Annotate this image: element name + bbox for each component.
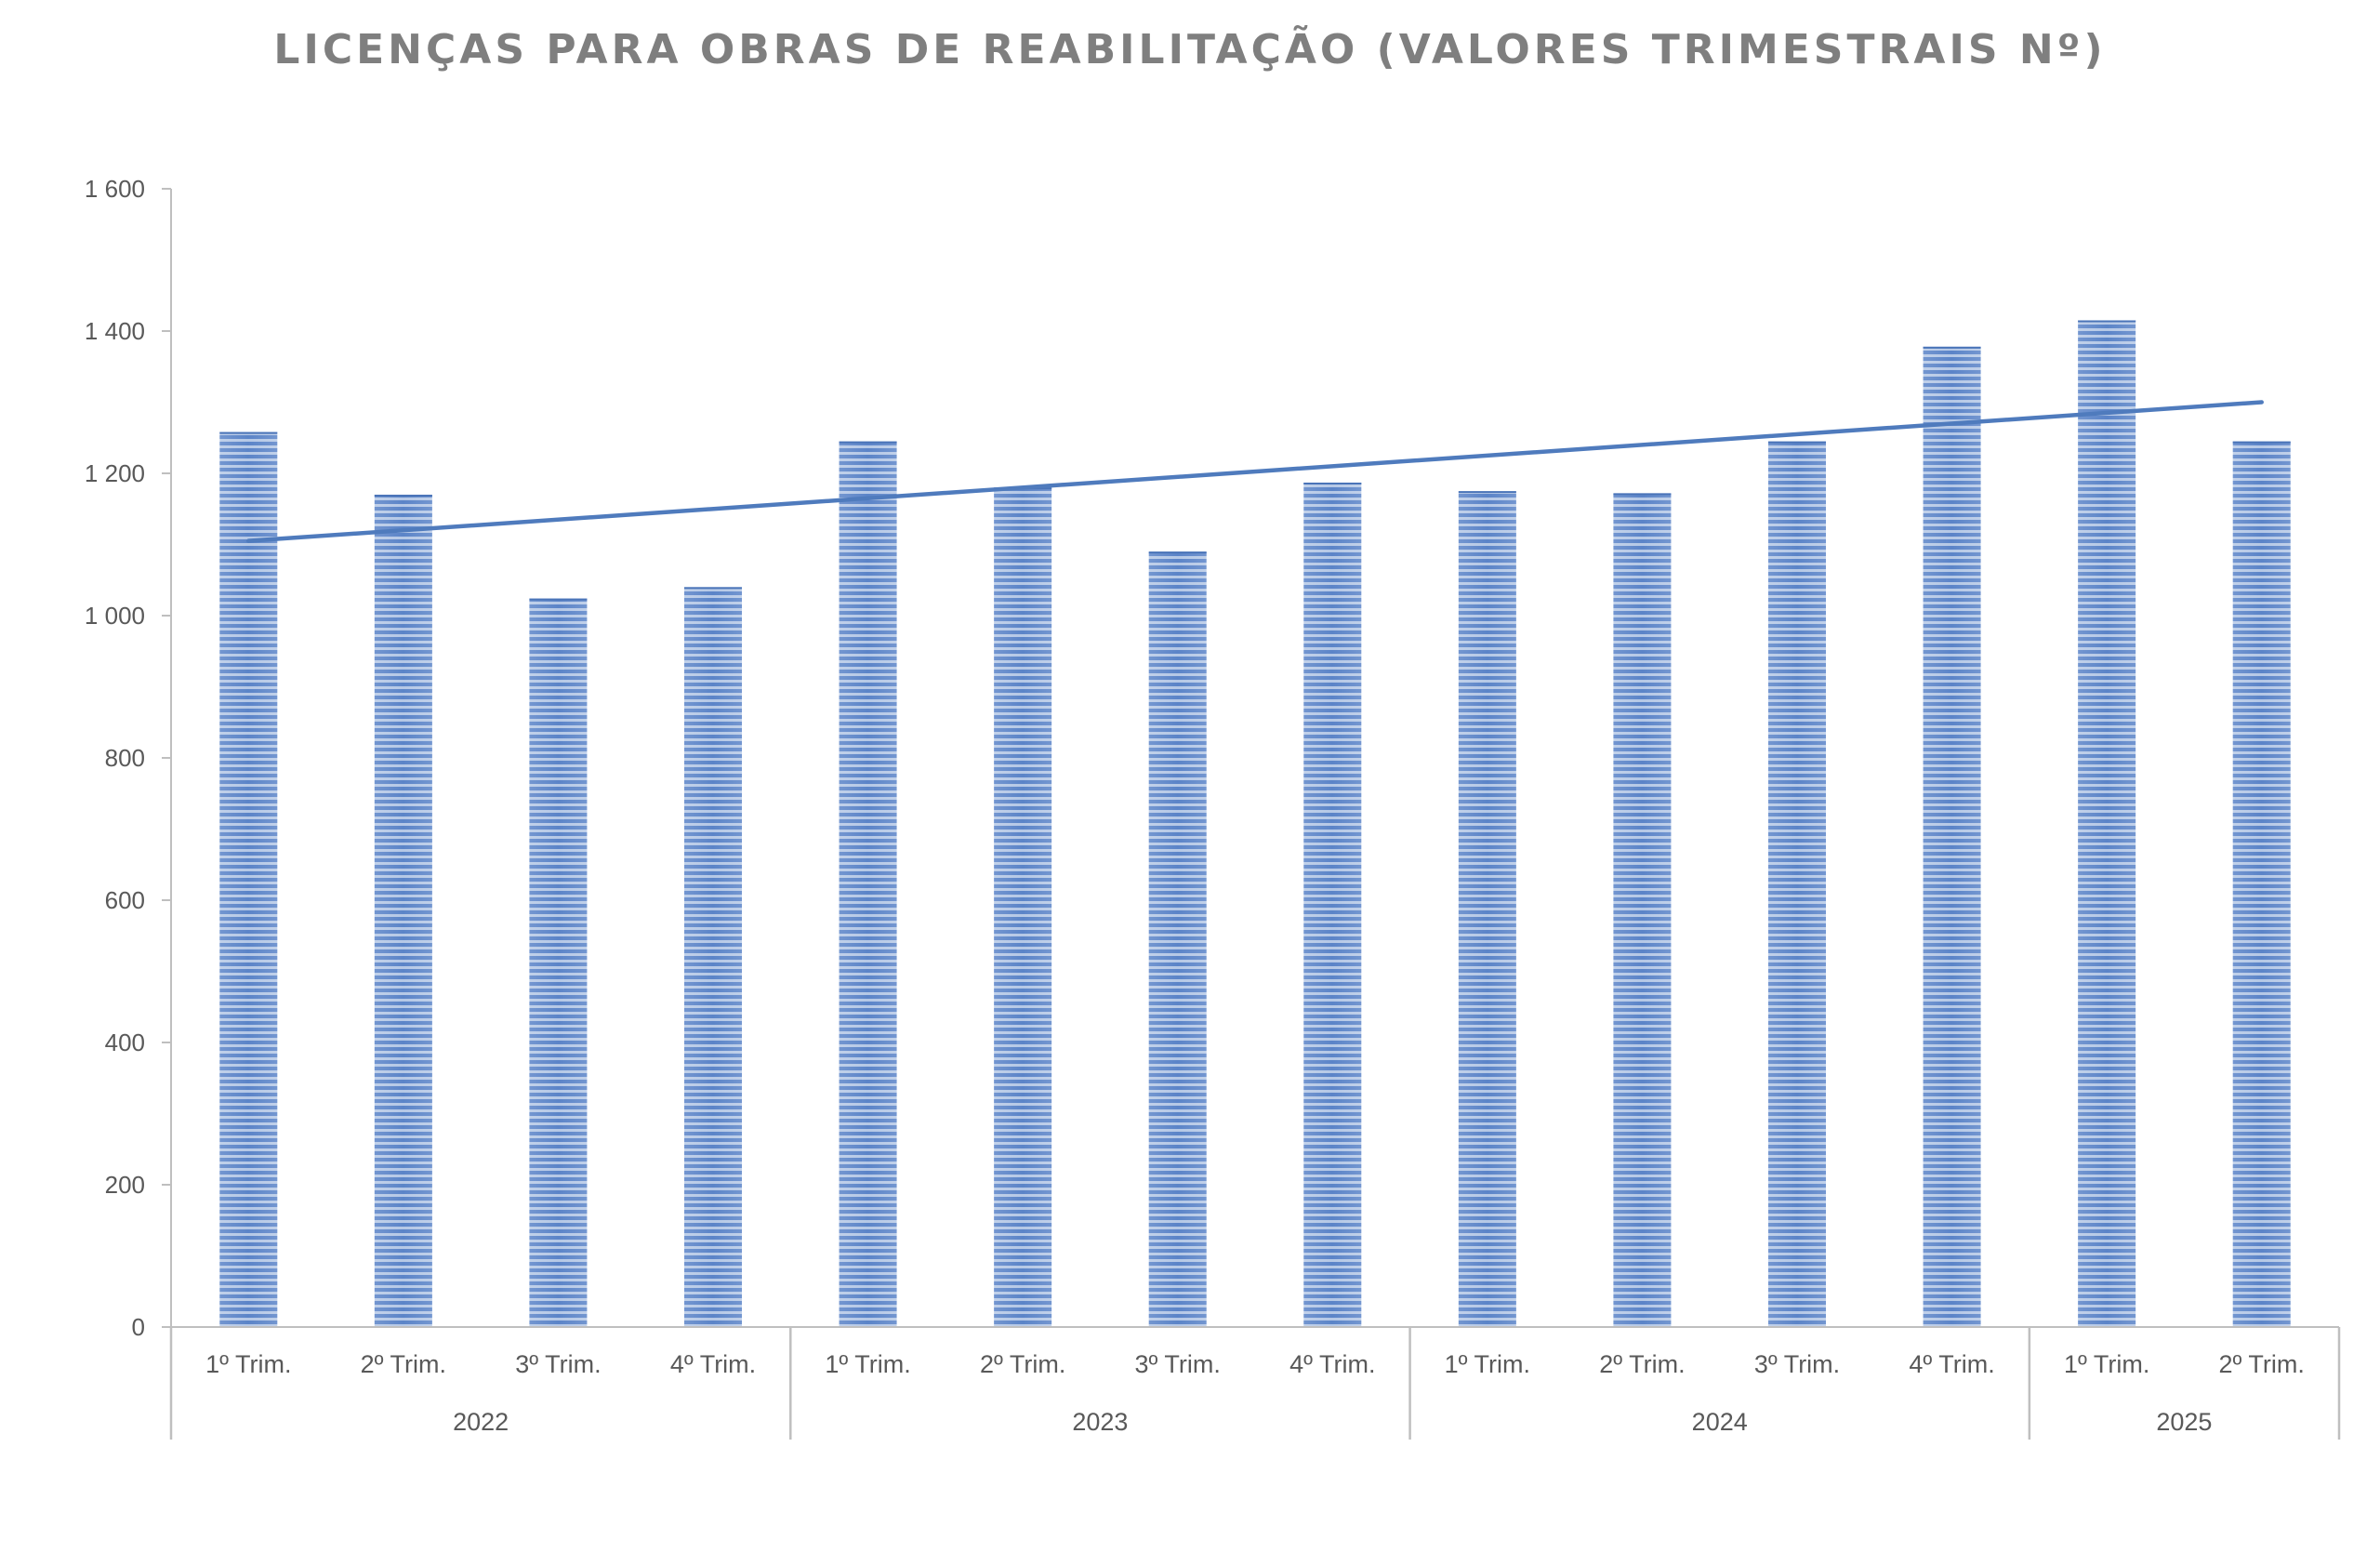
bar bbox=[1768, 441, 1826, 1327]
bar-shade bbox=[529, 598, 588, 1327]
y-tick-label: 600 bbox=[105, 886, 145, 914]
x-tick-label: 1º Trim. bbox=[825, 1350, 910, 1378]
bar-shade bbox=[1923, 346, 1981, 1328]
y-tick-label: 1 400 bbox=[85, 317, 145, 345]
bar bbox=[1923, 346, 1981, 1328]
y-tick-label: 1 200 bbox=[85, 459, 145, 487]
bar bbox=[529, 598, 588, 1327]
bar-shade bbox=[1613, 493, 1672, 1327]
bar-shade bbox=[1303, 482, 1362, 1327]
x-tick-label: 3º Trim. bbox=[1135, 1350, 1221, 1378]
bar bbox=[374, 494, 432, 1327]
y-tick-label: 0 bbox=[132, 1313, 145, 1341]
x-tick-label: 4º Trim. bbox=[670, 1350, 756, 1378]
bar-shade bbox=[374, 494, 432, 1327]
bar-shade bbox=[1768, 441, 1826, 1327]
x-tick-label: 4º Trim. bbox=[1909, 1350, 1994, 1378]
bar bbox=[684, 587, 742, 1327]
bar-shade bbox=[1148, 551, 1207, 1327]
x-group-label: 2025 bbox=[2156, 1408, 2212, 1436]
x-tick-label: 2º Trim. bbox=[1599, 1350, 1685, 1378]
bar-shade bbox=[1458, 491, 1516, 1327]
y-tick-label: 200 bbox=[105, 1171, 145, 1199]
bar-series bbox=[219, 320, 2291, 1328]
x-tick-label: 2º Trim. bbox=[361, 1350, 446, 1378]
bar bbox=[2232, 441, 2291, 1327]
x-axis: 1º Trim. 2º Trim. 3º Trim. 4º Trim. 1º Trim.… bbox=[169, 1326, 2341, 1440]
x-tick-label: 3º Trim. bbox=[1754, 1350, 1840, 1378]
bar-shade bbox=[994, 487, 1052, 1327]
chart-title: LICENÇAS PARA OBRAS DE REABILITAÇÃO (VAL… bbox=[273, 26, 2107, 73]
bar bbox=[2078, 320, 2136, 1327]
x-tick-label: 1º Trim. bbox=[2064, 1350, 2149, 1378]
trendline-line bbox=[246, 400, 2264, 543]
x-group-label: 2024 bbox=[1692, 1408, 1748, 1436]
bar-shade bbox=[839, 441, 897, 1327]
x-tick-label: 2º Trim. bbox=[980, 1350, 1065, 1378]
bar bbox=[839, 441, 897, 1327]
y-tick-label: 1 600 bbox=[85, 175, 145, 203]
y-tick-label: 400 bbox=[105, 1029, 145, 1056]
bar bbox=[1458, 491, 1516, 1327]
bar-shade bbox=[684, 587, 742, 1327]
x-tick-label: 1º Trim. bbox=[1445, 1350, 1530, 1378]
bar bbox=[994, 487, 1052, 1327]
y-tick-label: 1 000 bbox=[85, 602, 145, 630]
y-tick-label: 800 bbox=[105, 744, 145, 772]
bar bbox=[219, 431, 278, 1327]
bar bbox=[1148, 551, 1207, 1327]
x-tick-label: 2º Trim. bbox=[2219, 1350, 2305, 1378]
x-tick-label: 3º Trim. bbox=[515, 1350, 601, 1378]
y-axis: 0 200 400 600 800 1 000 1 200 1 400 1 600 bbox=[85, 175, 172, 1341]
x-group-label: 2022 bbox=[453, 1408, 509, 1436]
trendline bbox=[246, 400, 2264, 543]
bar bbox=[1303, 482, 1362, 1327]
x-tick-label: 1º Trim. bbox=[205, 1350, 291, 1378]
bar-shade bbox=[2232, 441, 2291, 1327]
bar-shade bbox=[2078, 320, 2136, 1327]
bar-shade bbox=[219, 431, 278, 1327]
x-tick-label: 4º Trim. bbox=[1289, 1350, 1375, 1378]
x-group-label: 2023 bbox=[1072, 1408, 1128, 1436]
bar bbox=[1613, 493, 1672, 1327]
